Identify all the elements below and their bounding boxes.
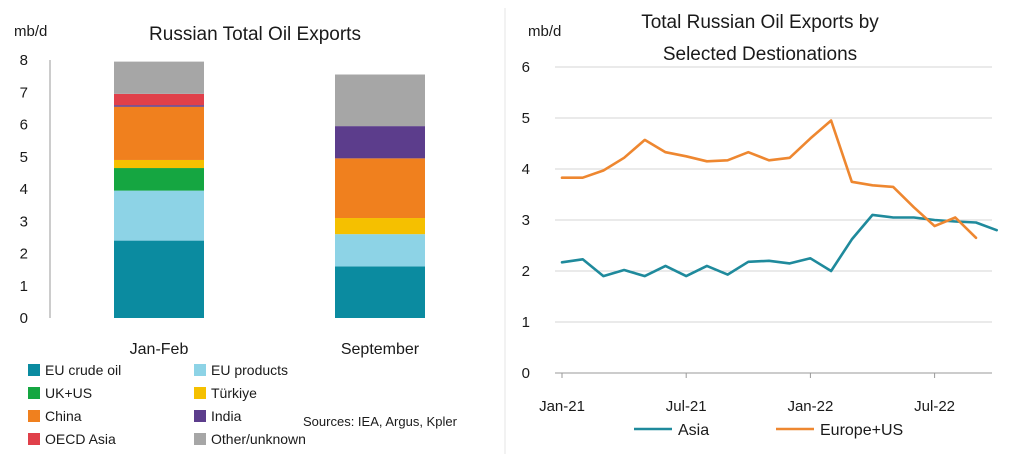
legend-swatch-oecd-asia (28, 433, 40, 445)
right-y-tick-label: 0 (522, 365, 530, 382)
left-chart-title: Russian Total Oil Exports (149, 24, 361, 45)
bar-segment-t-rkiye-september (335, 218, 425, 235)
right-x-tick-label: Jul-22 (914, 398, 955, 415)
bar-segment-other-unknown-jan-feb (114, 61, 204, 94)
right-chart-title-line-1: Total Russian Oil Exports by (641, 12, 879, 33)
series-line-asia (560, 213, 999, 278)
bar-segment-eu-products-jan-feb (114, 190, 204, 241)
right-x-ticks: Jan-21 Jul-21 Jan-22 Jul-22 (539, 373, 955, 415)
right-y-tick-label: 4 (522, 161, 530, 178)
legend-swatch-eu-products (194, 364, 206, 376)
legend-label-t-rkiye: Türkiye (211, 385, 257, 401)
right-y-ticks: 0 1 2 3 4 5 6 (522, 59, 530, 382)
right-x-tick-label: Jan-22 (787, 398, 833, 415)
left-y-tick-label: 7 (20, 84, 28, 101)
right-y-tick-label: 6 (522, 59, 530, 76)
left-y-tick-label: 0 (20, 310, 28, 327)
source-note: Sources: IEA, Argus, Kpler (303, 414, 458, 429)
legend-label-eu-products: EU products (211, 362, 288, 378)
right-y-tick-label: 2 (522, 263, 530, 280)
bar-segment-india-september (335, 126, 425, 159)
legend-swatch-eu-crude-oil (28, 364, 40, 376)
right-legend: Asia Europe+US (634, 422, 903, 439)
legend-label-uk-us: UK+US (45, 385, 92, 401)
legend-label-asia: Asia (678, 422, 709, 439)
bar-segment-eu-crude-oil-september (335, 266, 425, 318)
legend-label-china: China (45, 408, 82, 424)
left-category-labels: Jan-Feb September (130, 341, 420, 358)
bar-segment-other-unknown-september (335, 74, 425, 127)
legend-label-europe-us: Europe+US (820, 422, 903, 439)
right-x-tick-label: Jan-21 (539, 398, 585, 415)
left-y-tick-label: 3 (20, 213, 28, 230)
left-legend: EU crude oil EU products UK+US Türkiye China… (28, 362, 306, 447)
bar-segment-t-rkiye-jan-feb (114, 159, 204, 169)
left-y-tick-label: 4 (20, 181, 28, 198)
right-y-tick-label: 3 (522, 212, 530, 229)
legend-swatch-t-rkiye (194, 387, 206, 399)
bar-segment-uk-us-jan-feb (114, 168, 204, 191)
left-chart: mb/d Russian Total Oil Exports 0 1 2 3 4 5 6 7 8… (14, 23, 458, 447)
right-unit-label: mb/d (528, 23, 561, 40)
right-y-tick-label: 1 (522, 314, 530, 331)
category-label-jan-feb: Jan-Feb (130, 341, 189, 358)
bar-segment-china-jan-feb (114, 106, 204, 160)
legend-swatch-china (28, 410, 40, 422)
right-chart: mb/d Total Russian Oil Exports by Select… (522, 12, 999, 439)
right-x-tick-label: Jul-21 (666, 398, 707, 415)
bar-segment-china-september (335, 158, 425, 219)
left-y-tick-label: 8 (20, 52, 28, 69)
legend-swatch-other-unknown (194, 433, 206, 445)
left-y-tick-label: 5 (20, 149, 28, 166)
right-series-lines (560, 119, 999, 278)
right-chart-title-line-2: Selected Destionations (663, 44, 857, 65)
series-line-europe-us (560, 119, 978, 240)
bar-segment-eu-crude-oil-jan-feb (114, 240, 204, 318)
left-y-tick-label: 2 (20, 246, 28, 263)
bar-segment-india-jan-feb (114, 105, 204, 107)
right-y-tick-label: 5 (522, 110, 530, 127)
legend-label-other-unknown: Other/unknown (211, 431, 306, 447)
left-unit-label: mb/d (14, 23, 47, 40)
legend-label-india: India (211, 408, 242, 424)
bar-segment-oecd-asia-jan-feb (114, 93, 204, 106)
left-bars (114, 61, 425, 318)
left-y-tick-label: 1 (20, 278, 28, 295)
legend-label-eu-crude-oil: EU crude oil (45, 362, 121, 378)
category-label-september: September (341, 341, 420, 358)
left-y-tick-label: 6 (20, 117, 28, 134)
legend-swatch-india (194, 410, 206, 422)
legend-label-oecd-asia: OECD Asia (45, 431, 116, 447)
bar-segment-eu-products-september (335, 234, 425, 267)
left-y-ticks: 0 1 2 3 4 5 6 7 8 (20, 52, 28, 327)
legend-swatch-uk-us (28, 387, 40, 399)
